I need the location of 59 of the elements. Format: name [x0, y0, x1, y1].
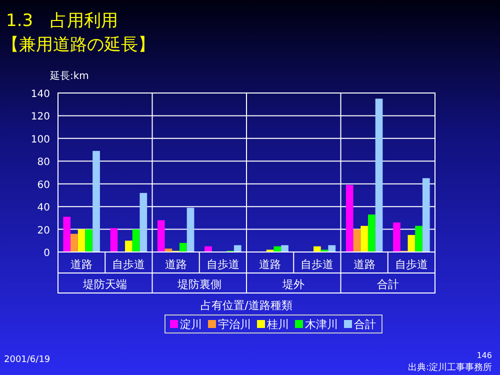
bar	[393, 222, 400, 252]
bar	[132, 229, 140, 252]
y-tick-label: 80	[37, 157, 50, 168]
bar	[328, 245, 336, 252]
source-note: 出典:淀川工事事務所	[408, 362, 492, 373]
legend-label: 宇治川	[218, 318, 251, 331]
bar	[157, 220, 165, 252]
x-tick-label: 道路	[164, 258, 187, 271]
y-axis-title: 延長:km	[49, 70, 89, 82]
bar	[204, 246, 212, 252]
bar	[186, 208, 194, 252]
bar	[314, 246, 321, 252]
bar	[408, 234, 416, 252]
text: 堤外	[282, 278, 305, 291]
bar	[85, 229, 93, 252]
legend-label: 木津川	[305, 318, 338, 331]
bar	[353, 229, 361, 252]
text: 2001/6/19	[4, 355, 50, 365]
bar	[368, 214, 376, 252]
bar	[415, 226, 422, 252]
y-tick-label: 20	[37, 225, 50, 236]
bar	[63, 216, 71, 252]
bar	[375, 98, 383, 252]
y-tick-label: 120	[30, 112, 50, 123]
x-tick-label: 道路	[70, 258, 93, 271]
legend-label: 桂川	[266, 318, 289, 331]
text: 146	[476, 351, 492, 360]
x-tick-label: 自歩道	[112, 258, 146, 271]
legend-label: 淀川	[180, 318, 202, 331]
y-tick-label: 60	[37, 180, 50, 191]
chart-title: 1.3 占用利用	[6, 11, 118, 31]
x-tick-label: 道路	[353, 258, 376, 271]
bar	[140, 192, 148, 252]
bar	[92, 150, 100, 252]
bar	[110, 228, 118, 252]
bar	[346, 184, 354, 252]
y-tick-label: 100	[30, 134, 50, 146]
bar	[125, 240, 132, 252]
x-tick-label: 自歩道	[206, 258, 240, 271]
bar	[70, 234, 78, 252]
bar	[179, 242, 187, 252]
y-tick-label: 40	[37, 202, 50, 214]
bar	[422, 178, 430, 252]
chart-subtitle: 【兼用道路の延長】	[2, 35, 155, 55]
y-tick-label: 140	[30, 89, 50, 100]
bar	[360, 226, 368, 252]
text: 堤防裏側	[176, 278, 222, 291]
x-tick-label: 自歩道	[394, 258, 428, 271]
x-tick-label: 自歩道	[300, 258, 334, 271]
bar	[281, 245, 288, 252]
bar	[234, 245, 242, 252]
text: 合計	[376, 278, 399, 291]
legend-label: 合計	[354, 318, 376, 331]
y-tick-label: 0	[44, 248, 50, 259]
text: 堤防天端	[82, 278, 128, 291]
x-axis-title: 占有位置/道路種類	[200, 299, 292, 312]
bar	[274, 246, 282, 252]
bar	[78, 229, 86, 252]
x-tick-label: 道路	[259, 258, 282, 271]
